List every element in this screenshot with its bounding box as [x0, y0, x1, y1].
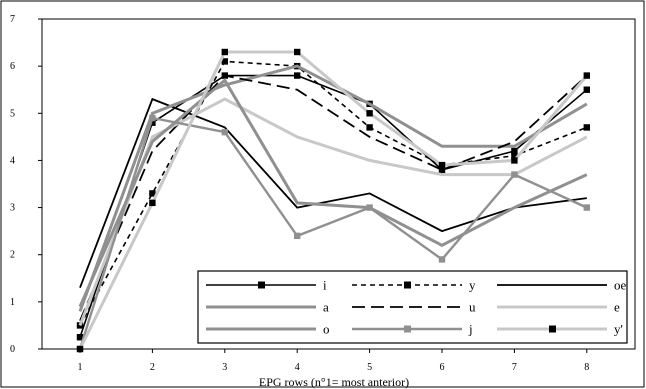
series-j — [76, 114, 590, 353]
plot-area-frame — [41, 18, 636, 350]
series-line-y — [78, 50, 588, 350]
series-line-o — [78, 78, 588, 308]
legend-entry-u: u — [352, 300, 476, 315]
x-tick-label: 5 — [367, 362, 372, 373]
y-tick-label: 2 — [10, 250, 15, 261]
data-point — [76, 322, 84, 329]
x-tick-label: 6 — [440, 362, 445, 373]
data-point — [221, 58, 228, 65]
series-o — [78, 78, 588, 308]
legend-label: j — [468, 322, 473, 337]
x-tick-label: 8 — [584, 362, 589, 373]
y-tick-label: 0 — [10, 344, 15, 355]
data-point — [583, 204, 590, 211]
data-point — [511, 147, 518, 155]
legend-entry-e: e — [497, 300, 620, 315]
legend-entry-o: o — [206, 322, 330, 337]
legend-marker — [404, 281, 411, 289]
legend-label: oe — [614, 278, 627, 293]
data-point — [583, 72, 590, 79]
legend-label: o — [323, 322, 330, 337]
data-point — [149, 114, 156, 122]
legend-label: e — [614, 300, 620, 315]
data-point — [294, 232, 301, 240]
legend-label: i — [323, 278, 327, 293]
data-point — [366, 110, 373, 117]
data-point — [583, 86, 590, 93]
legend-marker — [549, 325, 556, 333]
y-axis: 0 1 2 3 4 5 6 7 — [10, 14, 42, 355]
data-point — [366, 124, 373, 131]
y-tick-label: 1 — [10, 297, 15, 308]
data-point — [149, 190, 156, 197]
legend-entry-a: a — [206, 300, 329, 315]
series-line-oe — [79, 97, 587, 289]
legend-entry-oe: oe — [497, 278, 627, 293]
series-line-y — [79, 60, 588, 326]
x-tick-label: 3 — [222, 362, 227, 373]
y-tick-label: 4 — [10, 155, 15, 166]
legend-label: y' — [614, 322, 623, 337]
legend-label: a — [323, 300, 329, 315]
series-layer — [76, 48, 590, 353]
data-point — [438, 166, 446, 174]
data-point — [294, 48, 301, 56]
data-point — [511, 152, 518, 159]
data-point — [438, 161, 446, 169]
data-point — [294, 72, 301, 79]
data-point — [438, 256, 446, 263]
x-tick-label: 1 — [78, 362, 83, 373]
x-tick-label: 4 — [295, 362, 300, 373]
x-axis: 1 2 3 4 5 6 7 8 — [78, 349, 589, 373]
data-point — [583, 124, 590, 131]
data-point — [511, 157, 518, 164]
y-tick-label: 5 — [10, 108, 15, 119]
data-point — [221, 128, 228, 136]
legend-label: u — [469, 300, 476, 315]
y-tick-label: 3 — [10, 203, 15, 214]
series-line-j — [78, 116, 588, 350]
y-tick-label: 7 — [10, 14, 15, 25]
data-point — [149, 199, 156, 207]
legend-entry-i: i — [206, 278, 327, 293]
legend-marker — [258, 281, 265, 289]
legend-entry-y: y' — [497, 322, 623, 337]
series-oe — [79, 97, 587, 289]
series-line-i — [79, 74, 588, 338]
series-u — [79, 74, 588, 322]
legend: i y oe a u e o j y' — [197, 270, 628, 344]
legend-marker — [404, 325, 411, 333]
legend-entry-j: j — [352, 322, 473, 337]
legend-label: y — [469, 278, 476, 293]
data-point — [76, 334, 84, 341]
x-axis-label: EPG rows (n°1= most anterior) — [259, 375, 409, 389]
data-point — [149, 119, 156, 126]
legend-entry-y: y — [352, 278, 476, 293]
series-line-u — [79, 74, 588, 322]
data-point — [221, 48, 228, 56]
data-point — [366, 204, 373, 211]
data-point — [511, 171, 518, 178]
x-tick-label: 7 — [512, 362, 517, 373]
x-tick-label: 2 — [150, 362, 155, 373]
y-tick-label: 6 — [10, 61, 15, 72]
